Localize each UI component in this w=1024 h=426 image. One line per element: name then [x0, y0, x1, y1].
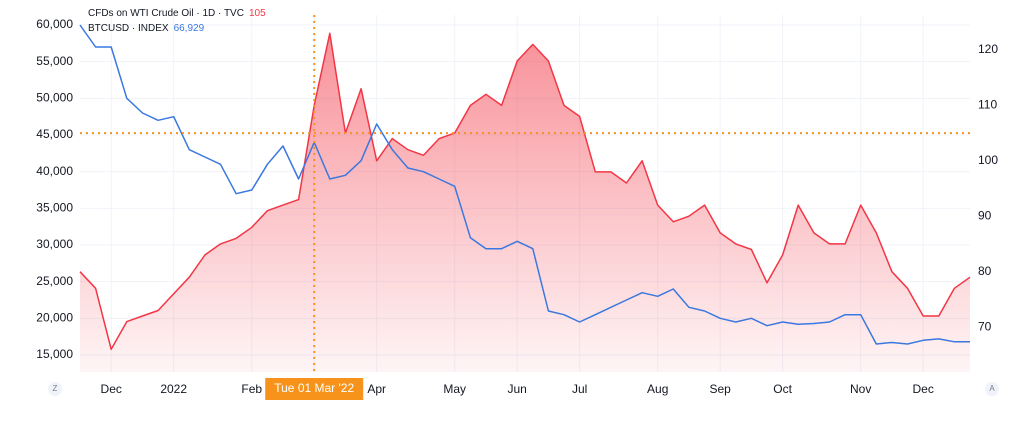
legend-label: CFDs on WTI Crude Oil · 1D · TVC — [88, 8, 244, 19]
legend-text: CFDs on WTI Crude Oil · 1D · TVC 105 — [88, 8, 266, 19]
x-tick-label: Jun — [508, 382, 527, 396]
line — [79, 24, 970, 345]
legend-text: BTCUSD · INDEX 66,929 — [88, 23, 205, 34]
y-tick-label: 35,000 — [36, 201, 73, 215]
x-tick-label: May — [443, 382, 466, 396]
y-tick-label: 60,000 — [36, 17, 73, 31]
scale-button-label: A — [989, 384, 995, 393]
y-tick-label: 50,000 — [36, 91, 73, 105]
x-tick-label: 2022 — [160, 382, 187, 396]
y-tick-label: 45,000 — [36, 127, 73, 141]
y2-tick-label: 100 — [978, 153, 998, 167]
x-tick-label: Aug — [647, 382, 668, 396]
y-tick-label: 40,000 — [36, 164, 73, 178]
y2-tick-label: 110 — [978, 98, 997, 112]
x-tick-label: Apr — [367, 382, 386, 396]
y2-tick-label: 90 — [978, 208, 992, 222]
x-tick-label: Dec — [912, 382, 933, 396]
y-tick-label: 30,000 — [36, 237, 73, 251]
y2-tick-label: 120 — [978, 42, 998, 56]
area — [80, 33, 970, 373]
x-tick-label: Oct — [773, 382, 792, 396]
x-tick-label: Nov — [850, 382, 871, 396]
y-tick-label: 25,000 — [36, 274, 73, 288]
legend-value: 66,929 — [174, 23, 205, 34]
y-tick-label: 20,000 — [36, 311, 73, 325]
scale-button — [48, 382, 62, 396]
legend-label: BTCUSD · INDEX — [88, 23, 169, 34]
x-tick-label: Sep — [709, 382, 731, 396]
crosshair-label: Tue 01 Mar '22 — [274, 381, 354, 395]
x-tick-label: Feb — [241, 382, 262, 396]
x-tick-label: Jul — [572, 382, 587, 396]
crosshair-label-box — [265, 378, 364, 400]
y-tick-label: 15,000 — [36, 347, 73, 361]
y2-tick-label: 70 — [978, 319, 992, 333]
scale-button — [985, 382, 999, 396]
scale-button-label: Z — [53, 384, 58, 393]
legend-value: 105 — [249, 8, 266, 19]
y2-tick-label: 80 — [978, 264, 992, 278]
line — [79, 32, 971, 351]
y-tick-label: 55,000 — [36, 54, 73, 68]
x-tick-label: Dec — [101, 382, 122, 396]
